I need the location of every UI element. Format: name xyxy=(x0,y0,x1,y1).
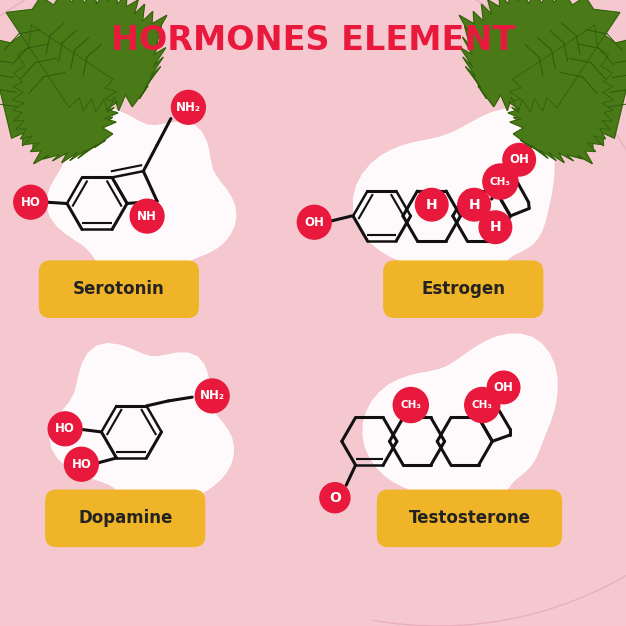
Circle shape xyxy=(479,211,511,244)
Text: NH₂: NH₂ xyxy=(176,101,201,114)
Circle shape xyxy=(195,379,229,413)
Text: NH₂: NH₂ xyxy=(200,389,225,403)
Polygon shape xyxy=(12,25,118,164)
Text: H: H xyxy=(426,198,438,212)
Text: Serotonin: Serotonin xyxy=(73,280,165,298)
Circle shape xyxy=(320,483,350,513)
Circle shape xyxy=(297,205,331,239)
Text: H: H xyxy=(468,198,480,212)
Circle shape xyxy=(172,90,205,124)
FancyBboxPatch shape xyxy=(45,490,205,547)
Text: OH: OH xyxy=(509,153,529,167)
Text: HORMONES ELEMENT: HORMONES ELEMENT xyxy=(111,24,515,57)
Polygon shape xyxy=(47,107,236,301)
Circle shape xyxy=(458,188,490,221)
Polygon shape xyxy=(50,344,233,526)
Circle shape xyxy=(130,199,164,233)
Polygon shape xyxy=(508,25,614,164)
Circle shape xyxy=(48,412,82,446)
Text: Testosterone: Testosterone xyxy=(409,510,530,527)
Text: HO: HO xyxy=(55,423,75,435)
Polygon shape xyxy=(459,0,620,113)
Text: NH: NH xyxy=(137,210,157,223)
Polygon shape xyxy=(0,34,124,157)
Text: H: H xyxy=(490,220,501,234)
Text: HO: HO xyxy=(71,458,91,471)
Circle shape xyxy=(483,164,518,199)
Circle shape xyxy=(64,448,98,481)
Circle shape xyxy=(503,143,535,176)
Text: CH₃: CH₃ xyxy=(400,400,421,410)
Text: OH: OH xyxy=(494,381,513,394)
FancyBboxPatch shape xyxy=(39,260,199,318)
Text: HO: HO xyxy=(21,196,41,208)
Circle shape xyxy=(464,387,500,423)
Circle shape xyxy=(393,387,428,423)
Text: Estrogen: Estrogen xyxy=(421,280,505,298)
Text: O: O xyxy=(329,491,341,505)
Circle shape xyxy=(487,371,520,404)
Text: CH₃: CH₃ xyxy=(490,177,511,187)
FancyBboxPatch shape xyxy=(383,260,543,318)
Text: OH: OH xyxy=(304,216,324,228)
Text: CH₃: CH₃ xyxy=(472,400,493,410)
Circle shape xyxy=(14,185,48,219)
Text: Dopamine: Dopamine xyxy=(78,510,172,527)
Polygon shape xyxy=(363,334,557,523)
Polygon shape xyxy=(502,34,626,157)
Polygon shape xyxy=(354,109,554,304)
Polygon shape xyxy=(6,0,167,113)
FancyBboxPatch shape xyxy=(377,490,562,547)
Circle shape xyxy=(416,188,448,221)
